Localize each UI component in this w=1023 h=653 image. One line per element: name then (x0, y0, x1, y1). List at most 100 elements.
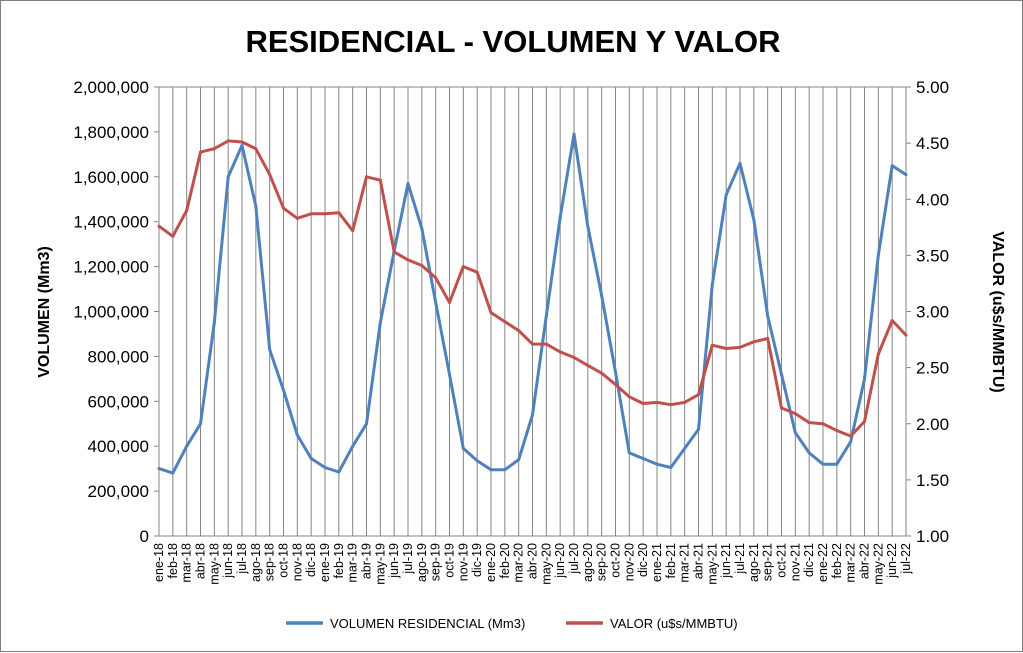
x-tick-label: nov-20 (622, 543, 636, 581)
data-point (254, 147, 258, 151)
data-point (240, 140, 244, 144)
data-point (697, 393, 700, 397)
right-tick-label: 1.50 (916, 471, 949, 490)
data-point (185, 444, 189, 448)
data-point (517, 458, 521, 462)
data-point (738, 345, 742, 349)
data-point (849, 434, 853, 438)
x-tick-label: ene-19 (318, 543, 332, 582)
data-point (531, 413, 534, 417)
data-point (669, 466, 673, 470)
x-tick-label: ene-21 (650, 543, 664, 582)
data-point (849, 440, 853, 444)
left-tick-label: 0 (140, 527, 149, 546)
x-tick-label: sep-19 (429, 543, 443, 581)
data-point (558, 350, 562, 354)
data-point (835, 428, 839, 432)
data-point (295, 216, 299, 220)
left-tick-label: 1,400,000 (73, 213, 149, 232)
right-tick-label: 5.00 (916, 78, 949, 97)
x-tick-label: ene-20 (484, 543, 498, 582)
data-point (420, 226, 424, 230)
data-point (434, 301, 438, 305)
data-point (309, 212, 313, 216)
right-tick-label: 4.00 (916, 190, 949, 209)
left-axis-title: VOLUMEN (Mm3) (36, 246, 53, 378)
x-tick-label: feb-21 (664, 543, 678, 578)
data-point (475, 459, 479, 463)
x-tick-label: sep-18 (263, 543, 277, 581)
left-tick-label: 1,000,000 (73, 303, 149, 322)
x-tick-label: feb-18 (166, 543, 180, 578)
x-tick-label: dic-18 (304, 543, 318, 577)
x-tick-label: oct-19 (443, 543, 457, 578)
x-tick-label: abr-19 (360, 543, 374, 579)
data-point (697, 427, 700, 431)
data-point (282, 388, 285, 392)
x-tick-label: jun-21 (719, 543, 733, 579)
data-point (157, 467, 161, 471)
x-tick-label: abr-18 (194, 543, 208, 579)
data-point (863, 377, 866, 381)
x-tick-label: jul-22 (899, 543, 913, 575)
data-point (793, 431, 797, 435)
data-point (683, 400, 687, 404)
data-point (876, 253, 880, 257)
data-point (724, 347, 728, 351)
data-point (489, 468, 493, 472)
x-tick-label: jul-18 (235, 543, 249, 575)
x-tick-label: ago-21 (747, 543, 761, 582)
data-point (503, 320, 507, 324)
data-point (171, 471, 175, 475)
data-point (627, 395, 631, 399)
x-tick-label: mar-22 (844, 543, 858, 583)
data-point (876, 352, 880, 356)
data-point (724, 193, 728, 197)
x-tick-label: ene-18 (152, 543, 166, 582)
data-point (752, 217, 756, 221)
left-tick-label: 600,000 (88, 392, 149, 411)
data-point (780, 406, 783, 410)
x-tick-label: jun-22 (885, 543, 899, 579)
data-point (226, 175, 230, 179)
legend-label-volumen: VOLUMEN RESIDENCIAL (Mm3) (330, 616, 525, 631)
data-point (766, 314, 770, 318)
x-tick-label: may-20 (539, 543, 553, 585)
data-point (904, 333, 908, 337)
chart-title: RESIDENCIAL - VOLUMEN Y VALOR (245, 24, 780, 59)
x-tick-label: abr-22 (858, 543, 872, 579)
data-point (517, 329, 521, 333)
x-tick-label: abr-20 (526, 543, 540, 579)
data-point (461, 265, 465, 269)
x-tick-label: jul-19 (401, 543, 415, 575)
data-point (586, 363, 590, 367)
data-point (420, 263, 424, 267)
data-point (185, 208, 189, 212)
x-tick-label: mar-20 (512, 543, 526, 583)
data-point (572, 356, 576, 360)
data-point (351, 229, 355, 233)
left-tick-label: 200,000 (88, 482, 149, 501)
x-tick-label: abr-21 (692, 543, 706, 579)
x-tick-label: sep-21 (761, 543, 775, 581)
data-point (655, 462, 659, 466)
data-point (807, 421, 811, 425)
x-tick-label: jul-21 (733, 543, 747, 575)
data-point (780, 372, 783, 376)
x-tick-label: may-18 (207, 543, 221, 585)
x-tick-label: feb-22 (830, 543, 844, 578)
data-point (406, 258, 410, 262)
left-tick-label: 1,800,000 (73, 123, 149, 142)
data-point (199, 422, 202, 426)
x-tick-label: oct-21 (775, 543, 789, 578)
x-tick-label: jun-19 (387, 543, 401, 579)
data-point (614, 370, 617, 374)
data-point (738, 161, 742, 165)
data-point (295, 433, 299, 437)
x-tick-label: may-19 (373, 543, 387, 585)
data-point (448, 301, 451, 305)
data-point (226, 139, 230, 143)
data-point (406, 182, 410, 186)
data-point (268, 173, 272, 177)
